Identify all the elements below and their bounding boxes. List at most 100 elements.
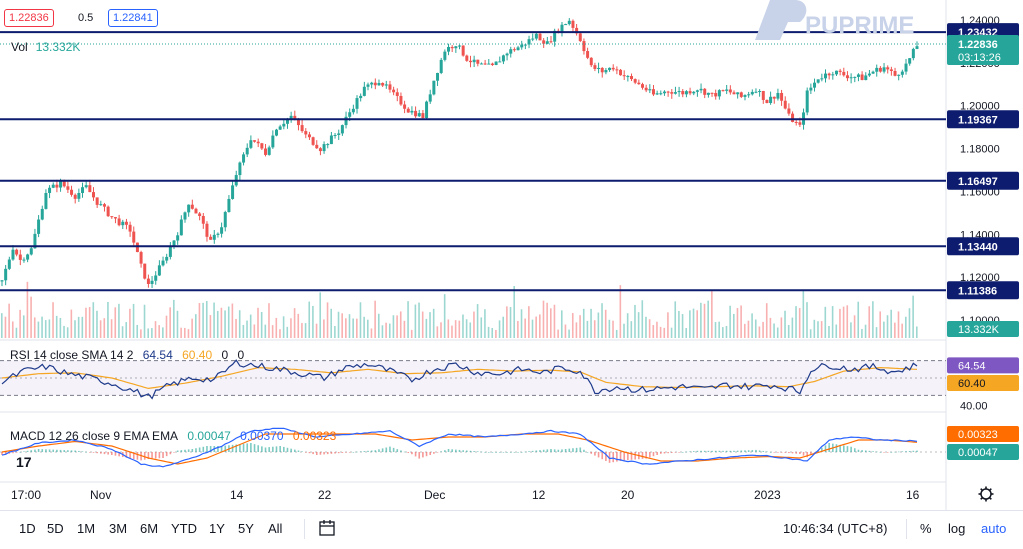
volume-bar: [564, 324, 567, 338]
clock-time[interactable]: 10:46:34 (UTC+8): [783, 521, 888, 536]
volume-bar: [678, 311, 680, 338]
rsi-legend[interactable]: RSI 14 close SMA 14 2 64.54 60.40 0 0: [10, 348, 250, 362]
range-button-5y[interactable]: 5Y: [238, 521, 254, 536]
macd-histogram-bar: [780, 452, 783, 453]
volume-bar: [476, 304, 479, 338]
macd-histogram-bar: [879, 452, 882, 453]
macd-histogram-bar: [209, 446, 212, 452]
auto-toggle[interactable]: auto: [981, 521, 1007, 536]
range-button-1d[interactable]: 1D: [19, 521, 36, 536]
macd-histogram-bar: [422, 452, 424, 458]
macd-histogram-bar: [330, 452, 333, 454]
macd-histogram-bar: [129, 452, 131, 459]
candle-body: [326, 144, 330, 146]
macd-histogram-bar: [1, 452, 3, 455]
volume-bar: [469, 322, 472, 338]
macd-histogram-bar: [279, 446, 281, 452]
macd-histogram-bar: [861, 450, 863, 452]
volume-bar: [663, 327, 666, 338]
macd-histogram-bar: [707, 450, 710, 452]
macd-histogram-bar: [312, 452, 314, 455]
macd-histogram-bar: [92, 452, 95, 453]
candle-body: [373, 82, 377, 86]
volume-bar: [92, 302, 95, 338]
candle-body: [725, 89, 729, 91]
brand-logo: PUPRIME: [750, 0, 925, 42]
macd-histogram-bar: [45, 449, 47, 452]
macd-histogram-bar: [597, 452, 600, 458]
macd-histogram-bar: [400, 450, 402, 452]
candle-body: [911, 48, 915, 59]
volume-bar: [747, 320, 750, 338]
price-tick-label: 1.20000: [960, 101, 1000, 113]
volume-bar: [462, 314, 464, 338]
volume-bar: [440, 322, 442, 338]
volume-bar: [908, 308, 911, 338]
macd-histogram-bar: [908, 450, 911, 452]
settings-gear-icon[interactable]: [978, 486, 994, 502]
candle-body: [84, 185, 88, 188]
volume-bar: [751, 313, 753, 338]
candle-body: [187, 204, 191, 213]
macd-histogram-bar: [590, 452, 593, 454]
bar-countdown-label: 03:13:26: [958, 52, 1001, 64]
volume-bar: [249, 314, 252, 338]
volume-bar: [213, 302, 215, 338]
price-tick-label: 1.18000: [960, 144, 1000, 156]
candle-body: [377, 82, 381, 86]
candle-body: [238, 162, 242, 176]
candle-body: [278, 126, 282, 130]
candle-body: [450, 46, 454, 49]
volume-bar: [506, 306, 508, 338]
range-button-ytd[interactable]: YTD: [171, 521, 197, 536]
volume-bar: [246, 320, 248, 338]
rsi-sma-value: 60.40: [182, 348, 213, 362]
range-button-1y[interactable]: 1Y: [209, 521, 225, 536]
volume-bar: [498, 320, 501, 338]
macd-histogram-bar: [586, 452, 589, 453]
macd-histogram-bar: [169, 452, 172, 455]
volume-bar: [850, 322, 852, 338]
candle-body: [33, 233, 37, 249]
brand-mark-icon: PUPRIME: [755, 0, 914, 40]
volume-bar: [872, 301, 874, 338]
volume-bar: [129, 308, 131, 338]
candle-body: [549, 41, 553, 43]
candle-body: [619, 69, 623, 76]
log-toggle[interactable]: log: [948, 521, 966, 536]
range-button-5d[interactable]: 5D: [47, 521, 64, 536]
macd-histogram-bar: [539, 450, 541, 452]
candle-body: [849, 77, 853, 79]
macd-histogram-bar: [572, 448, 574, 452]
macd-histogram-bar: [469, 450, 472, 452]
macd-histogram-bar: [630, 452, 633, 460]
date-range-icon[interactable]: [318, 519, 336, 540]
range-button-3m[interactable]: 3M: [109, 521, 128, 536]
volume-bar: [711, 290, 713, 338]
sell-price-button[interactable]: 1.22836: [4, 9, 54, 27]
buy-price-button[interactable]: 1.22841: [108, 9, 158, 27]
candle-body: [494, 61, 498, 65]
macd-histogram-bar: [868, 450, 871, 452]
candle-body: [62, 180, 66, 187]
macd-histogram-bar: [905, 451, 907, 452]
volume-bar: [905, 316, 907, 338]
percent-toggle[interactable]: %: [920, 521, 932, 536]
range-button-1m[interactable]: 1M: [77, 521, 96, 536]
volume-bar: [125, 322, 128, 338]
candle-body: [201, 215, 205, 224]
volume-bar: [890, 309, 892, 338]
volume-bar: [707, 300, 709, 338]
macd-histogram-bar: [206, 446, 208, 452]
range-button-all[interactable]: All: [268, 521, 283, 536]
macd-legend[interactable]: MACD 12 26 close 9 EMA EMA 0.00047 0.003…: [10, 429, 342, 443]
candle-body: [458, 45, 461, 47]
candle-body: [260, 143, 264, 149]
macd-histogram-bar: [901, 451, 904, 452]
volume-bar: [348, 314, 351, 338]
volume-bar: [912, 295, 914, 338]
candle-body: [534, 33, 538, 39]
range-button-6m[interactable]: 6M: [140, 521, 159, 536]
candle-body: [677, 91, 681, 93]
